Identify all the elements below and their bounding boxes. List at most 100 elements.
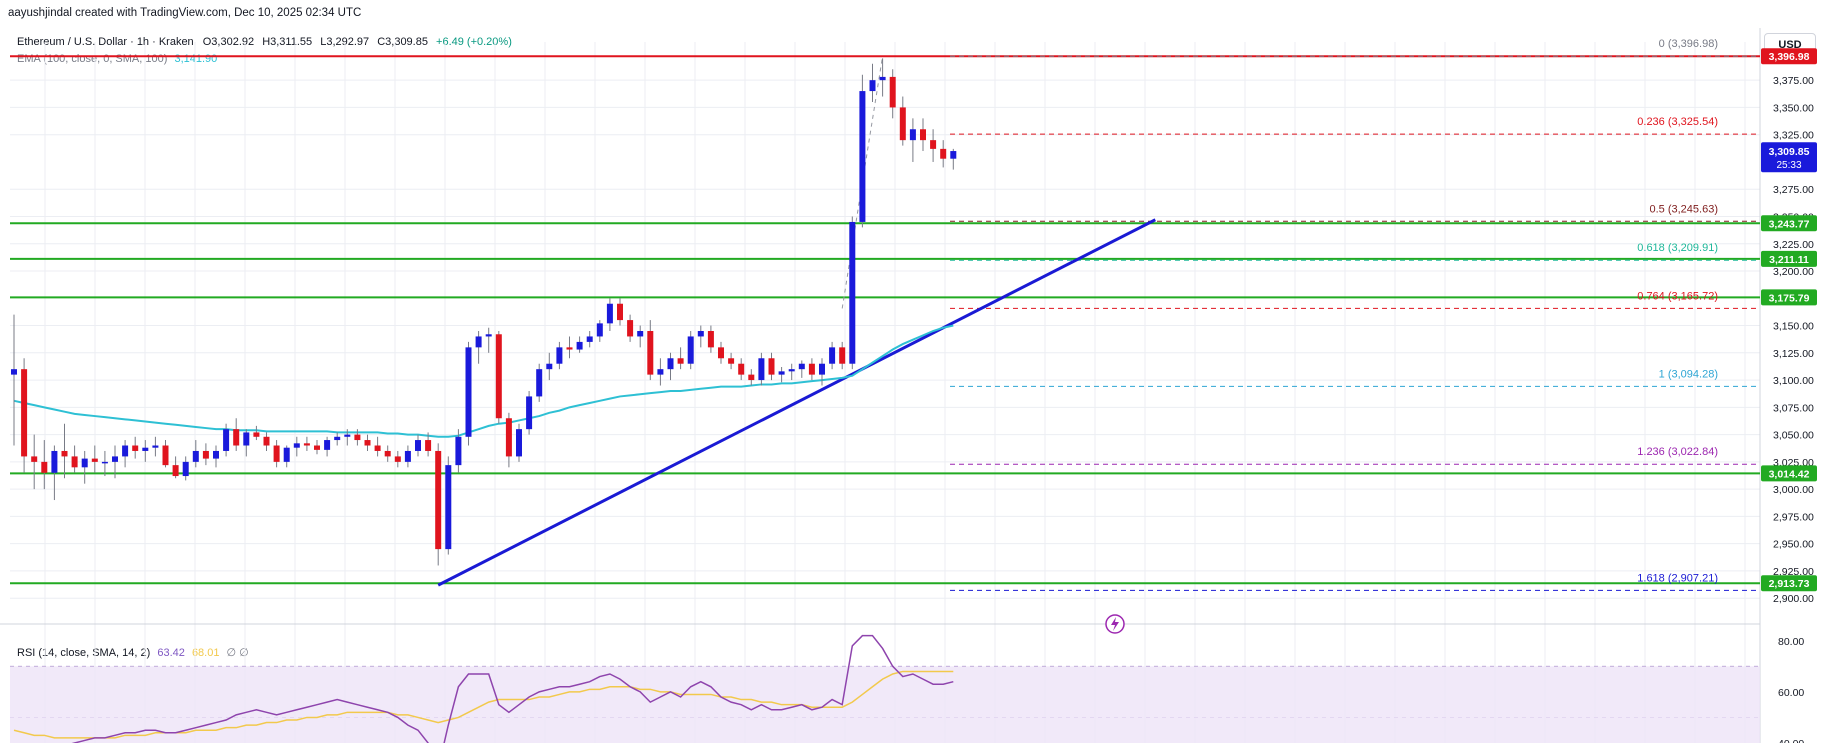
candle	[788, 363, 795, 381]
candle	[394, 450, 401, 468]
candle-body	[738, 363, 745, 375]
candle	[859, 74, 866, 228]
candle	[223, 423, 230, 457]
fib-label: 1.618 (2,907.21)	[1637, 572, 1718, 584]
candles	[11, 58, 957, 566]
candle	[697, 325, 704, 348]
candle	[384, 445, 391, 462]
candle	[152, 436, 159, 457]
level-tag-bg	[1761, 215, 1817, 232]
candle-body	[202, 450, 209, 459]
candle-body	[697, 331, 704, 337]
candle	[132, 436, 139, 459]
candle-body	[81, 458, 88, 468]
level-price-tag: 3,211.11	[1761, 250, 1817, 267]
candle-body	[485, 334, 492, 337]
candle-body	[283, 447, 290, 462]
candle-body	[233, 429, 240, 446]
candle-body	[455, 436, 462, 466]
candle-body	[768, 358, 775, 375]
symbol-name: Ethereum / U.S. Dollar · 1h · Kraken	[17, 36, 194, 48]
candle-body	[819, 363, 825, 375]
candle-body	[101, 461, 108, 464]
candle	[364, 434, 371, 451]
rsi-tick-label: 80.00	[1778, 636, 1804, 648]
candle	[51, 445, 58, 501]
fib-label: 0.618 (3,209.91)	[1637, 242, 1718, 254]
price-tick-label: 3,350.00	[1773, 102, 1814, 114]
candle-body	[223, 429, 230, 451]
candle	[606, 298, 613, 331]
candle-body	[657, 369, 664, 375]
candle-body	[41, 461, 48, 473]
candle-body	[303, 443, 310, 446]
rsi-extra: ∅ ∅	[226, 647, 249, 659]
candle-body	[172, 465, 179, 477]
level-tag-bg	[1761, 250, 1817, 267]
candle-body	[31, 456, 38, 462]
price-tick-label: 3,050.00	[1773, 430, 1814, 442]
candle-body	[425, 440, 432, 451]
candle	[415, 434, 421, 457]
price-tick-label: 3,100.00	[1773, 375, 1814, 387]
candle-body	[364, 440, 371, 446]
candle	[465, 341, 472, 446]
candle	[11, 314, 17, 446]
candle	[909, 118, 916, 162]
last-price-label: 3,309.85	[1769, 146, 1810, 158]
candle-body	[808, 363, 815, 375]
candle-body	[879, 76, 886, 81]
level-price-tag: 3,014.42	[1761, 465, 1817, 482]
candle-body	[536, 369, 543, 397]
candle	[516, 423, 522, 462]
currency-button[interactable]: USD	[1764, 33, 1816, 57]
candle-body	[91, 458, 98, 462]
candle	[162, 440, 169, 468]
level-tag-label: 2,913.73	[1769, 578, 1810, 590]
candle-body	[940, 148, 947, 159]
candle-body	[859, 91, 866, 222]
candle	[728, 352, 735, 370]
price-tick-label: 2,950.00	[1773, 539, 1814, 551]
rsi-label: RSI (14, close, SMA, 14, 2)	[17, 647, 151, 659]
candle	[455, 429, 462, 473]
chart-extras	[1105, 614, 1125, 634]
high-value: H3,311.55	[262, 36, 313, 48]
level-price-tag: 3,175.79	[1761, 289, 1817, 306]
candle-body	[293, 443, 300, 448]
candle-body	[889, 76, 896, 108]
candle-body	[566, 347, 573, 350]
candle	[687, 331, 694, 370]
candle	[344, 429, 351, 446]
candle-body	[182, 461, 189, 477]
candle	[627, 314, 634, 342]
candle-body	[445, 465, 452, 550]
candle-body	[778, 371, 785, 375]
candle-body	[798, 363, 805, 370]
candle-body	[899, 107, 906, 141]
candle-body	[122, 445, 129, 457]
open-value: O3,302.92	[202, 36, 255, 48]
price-tick-label: 2,975.00	[1773, 511, 1814, 523]
candle-body	[495, 334, 502, 419]
candle	[354, 429, 361, 446]
candle	[263, 432, 270, 451]
price-tick-label: 3,200.00	[1773, 266, 1814, 278]
candle-body	[394, 456, 401, 462]
candle-body	[374, 445, 381, 451]
price-tick-label: 3,325.00	[1773, 130, 1814, 142]
close-value: C3,309.85	[377, 36, 428, 48]
candle-body	[596, 323, 603, 337]
candle	[61, 423, 68, 479]
candle	[41, 440, 48, 490]
price-tick-label: 3,125.00	[1773, 348, 1814, 360]
last-price: 3,309.85 25:33	[1761, 142, 1817, 173]
candle-body	[11, 369, 17, 375]
ema-value: 3,141.90	[174, 53, 218, 65]
candle	[273, 440, 280, 468]
candle	[657, 358, 664, 386]
candle-body	[61, 450, 68, 457]
price-axis: 3,375.00 3,350.00 3,325.00 3,275.00 3,250.00…	[1761, 48, 1817, 605]
rsi-value: 63.42	[157, 647, 185, 659]
